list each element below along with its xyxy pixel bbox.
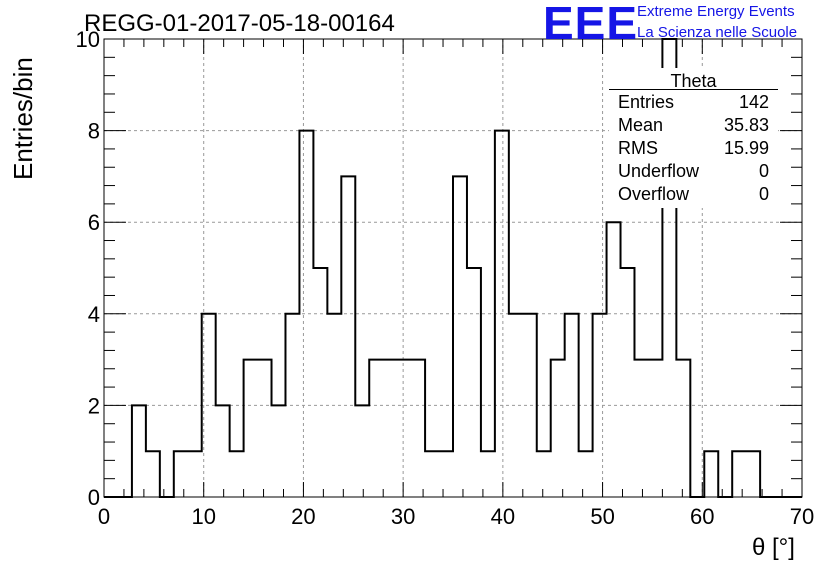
y-tick-label: 8 <box>88 119 100 144</box>
stats-value: 142 <box>738 92 769 112</box>
stats-value: 0 <box>758 161 769 181</box>
y-tick-label: 2 <box>88 393 100 418</box>
x-tick-label: 40 <box>491 504 515 529</box>
stats-row-entries: Entries 142 <box>618 92 769 114</box>
x-tick-label: 10 <box>191 504 215 529</box>
stats-row-overflow: Overflow 0 <box>618 184 769 206</box>
eee-logo: EEE <box>543 0 639 49</box>
stats-label: RMS <box>618 138 658 158</box>
y-tick-label: 10 <box>76 27 100 52</box>
x-axis-label: θ [°] <box>752 534 795 561</box>
logo-tagline-1: Extreme Energy Events <box>637 3 795 20</box>
stats-box: Theta Entries 142 Mean 35.83 RMS 15.99 U… <box>609 68 778 208</box>
stats-divider <box>609 89 778 90</box>
stats-label: Entries <box>618 92 675 112</box>
stats-value: 15.99 <box>723 138 769 158</box>
logo-tagline-2: La Scienza nelle Scuole <box>637 24 798 41</box>
y-tick-label: 6 <box>88 210 100 235</box>
y-tick-label: 0 <box>88 485 100 510</box>
stats-row-mean: Mean 35.83 <box>618 115 769 137</box>
stats-row-rms: RMS 15.99 <box>618 138 769 160</box>
x-tick-label: 30 <box>391 504 415 529</box>
stats-label: Mean <box>618 115 664 135</box>
stats-title: Theta <box>670 71 717 91</box>
stats-label: Overflow <box>618 184 690 204</box>
stats-row-underflow: Underflow 0 <box>618 161 769 183</box>
x-tick-label: 20 <box>291 504 315 529</box>
x-tick-label: 0 <box>98 504 110 529</box>
y-tick-label: 4 <box>88 302 100 327</box>
x-tick-label: 50 <box>590 504 614 529</box>
plot-frame <box>103 38 803 498</box>
y-axis-label: Entries/bin <box>8 57 38 180</box>
stats-value: 0 <box>758 184 769 204</box>
plot-title: REGG-01-2017-05-18-00164 <box>84 10 395 37</box>
stats-label: Underflow <box>618 161 700 181</box>
x-tick-label: 60 <box>690 504 714 529</box>
x-tick-label: 70 <box>790 504 814 529</box>
stats-value: 35.83 <box>723 115 769 135</box>
